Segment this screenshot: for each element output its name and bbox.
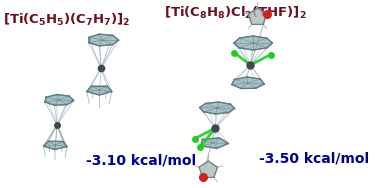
Text: -3.10 kcal/mol: -3.10 kcal/mol (86, 153, 196, 167)
Polygon shape (43, 141, 67, 149)
Polygon shape (87, 86, 112, 95)
Polygon shape (248, 8, 267, 24)
Polygon shape (88, 34, 119, 46)
Polygon shape (199, 161, 217, 177)
Polygon shape (201, 138, 228, 148)
Polygon shape (232, 77, 264, 89)
Text: $\mathbf{[Ti(C_8H_8)Cl_2(THF)]_2}$: $\mathbf{[Ti(C_8H_8)Cl_2(THF)]_2}$ (164, 5, 307, 21)
Polygon shape (200, 102, 235, 114)
Text: -3.50 kcal/mol: -3.50 kcal/mol (259, 151, 369, 165)
Polygon shape (234, 36, 273, 50)
Text: $\mathbf{[Ti(C_5H_5)(C_7H_7)]_2}$: $\mathbf{[Ti(C_5H_5)(C_7H_7)]_2}$ (3, 12, 130, 28)
Polygon shape (45, 95, 74, 105)
